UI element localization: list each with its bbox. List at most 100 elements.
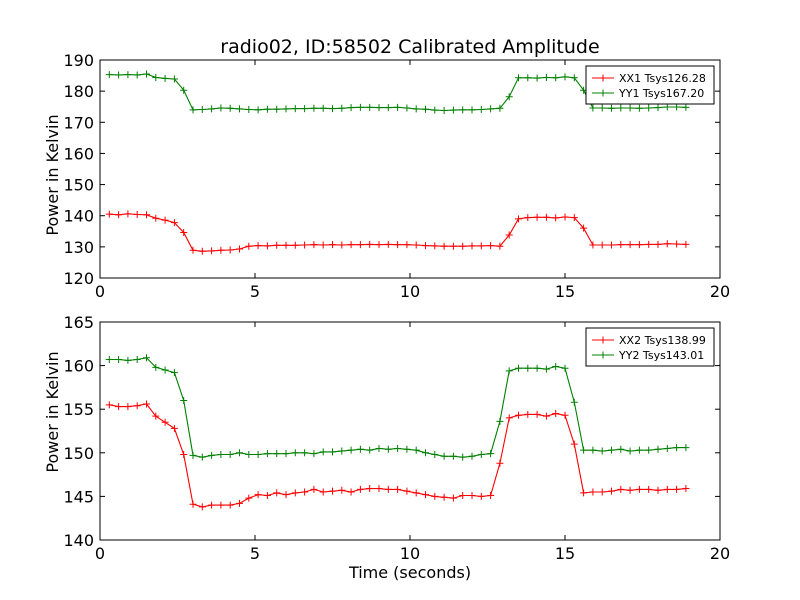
data-point <box>170 75 178 83</box>
data-point <box>412 105 420 113</box>
data-point <box>477 242 485 250</box>
data-point <box>375 485 383 493</box>
data-point <box>152 412 160 420</box>
data-point <box>282 450 290 458</box>
top-legend: XX1 Tsys126.28 YY1 Tsys167.20 <box>585 65 715 105</box>
data-point <box>208 451 216 459</box>
data-point <box>487 242 495 250</box>
data-point <box>412 489 420 497</box>
data-point <box>198 453 206 461</box>
data-point <box>301 105 309 113</box>
data-point <box>617 485 625 493</box>
data-point <box>245 451 253 459</box>
x-tick-label: 15 <box>555 282 575 301</box>
data-point <box>505 93 513 101</box>
data-point <box>682 240 690 248</box>
data-point <box>403 241 411 249</box>
data-point <box>654 486 662 494</box>
data-point <box>617 241 625 249</box>
data-point <box>133 71 141 79</box>
data-point <box>217 501 225 509</box>
data-point <box>394 485 402 493</box>
y-tick-label: 140 <box>63 207 94 226</box>
data-point <box>598 241 606 249</box>
data-point <box>282 241 290 249</box>
data-point <box>570 440 578 448</box>
data-point <box>263 492 271 500</box>
data-point <box>291 105 299 113</box>
x-tick-label: 10 <box>400 544 420 563</box>
data-point <box>236 449 243 457</box>
y-tick-label: 180 <box>63 82 94 101</box>
data-point <box>226 104 234 112</box>
data-point <box>338 104 346 112</box>
data-point <box>254 451 262 459</box>
data-point <box>449 452 457 460</box>
data-point <box>570 74 578 82</box>
data-point <box>329 105 336 113</box>
legend-box <box>585 65 715 105</box>
x-tick-label: 10 <box>400 282 420 301</box>
data-point <box>608 241 615 249</box>
legend-entry: YY2 Tsys143.01 <box>618 349 704 362</box>
legend-box <box>585 327 715 367</box>
data-point <box>282 105 290 113</box>
data-point <box>515 215 522 223</box>
data-point <box>124 71 132 79</box>
data-point <box>580 446 588 454</box>
bottom-series-1 <box>105 400 690 511</box>
data-point <box>161 418 169 426</box>
legend-marker <box>599 89 607 97</box>
data-point <box>366 240 374 248</box>
data-point <box>394 444 402 452</box>
legend-entry: XX1 Tsys126.28 <box>619 72 706 85</box>
data-point <box>263 450 271 458</box>
data-point <box>645 485 653 493</box>
data-point <box>635 485 643 493</box>
data-point <box>468 242 476 250</box>
data-point <box>673 444 681 452</box>
y-tick-label: 165 <box>63 313 94 332</box>
data-point <box>673 103 681 111</box>
data-point <box>319 104 327 112</box>
data-point <box>524 364 532 372</box>
data-point <box>552 214 560 222</box>
data-point <box>310 104 318 112</box>
data-point <box>105 401 113 409</box>
data-point <box>329 448 336 456</box>
data-point <box>152 363 160 371</box>
data-point <box>394 241 402 249</box>
data-point <box>356 445 364 453</box>
data-point <box>561 411 569 419</box>
data-point <box>291 241 299 249</box>
data-point <box>347 241 355 249</box>
data-point <box>226 501 234 509</box>
data-point <box>384 240 392 248</box>
data-point <box>580 489 588 497</box>
data-point <box>180 396 188 404</box>
data-point <box>589 446 597 454</box>
data-point <box>533 364 541 372</box>
data-point <box>431 242 439 250</box>
data-point <box>589 241 597 249</box>
data-point <box>282 491 290 499</box>
data-point <box>366 103 374 111</box>
data-point <box>663 485 671 493</box>
data-point <box>515 411 522 419</box>
data-point <box>394 103 402 111</box>
data-point <box>273 489 281 497</box>
x-tick-label: 5 <box>250 544 260 563</box>
data-point <box>645 104 653 112</box>
y-tick-label: 145 <box>63 487 94 506</box>
data-point <box>189 451 197 459</box>
data-point <box>226 246 234 254</box>
data-point <box>663 444 671 452</box>
chart-title: radio02, ID:58502 Calibrated Amplitude <box>220 36 599 58</box>
data-point <box>198 503 206 511</box>
data-point <box>598 488 606 496</box>
data-point <box>598 447 606 455</box>
data-point <box>580 224 588 232</box>
data-point <box>105 355 113 363</box>
data-point <box>561 73 569 81</box>
data-point <box>189 246 197 254</box>
